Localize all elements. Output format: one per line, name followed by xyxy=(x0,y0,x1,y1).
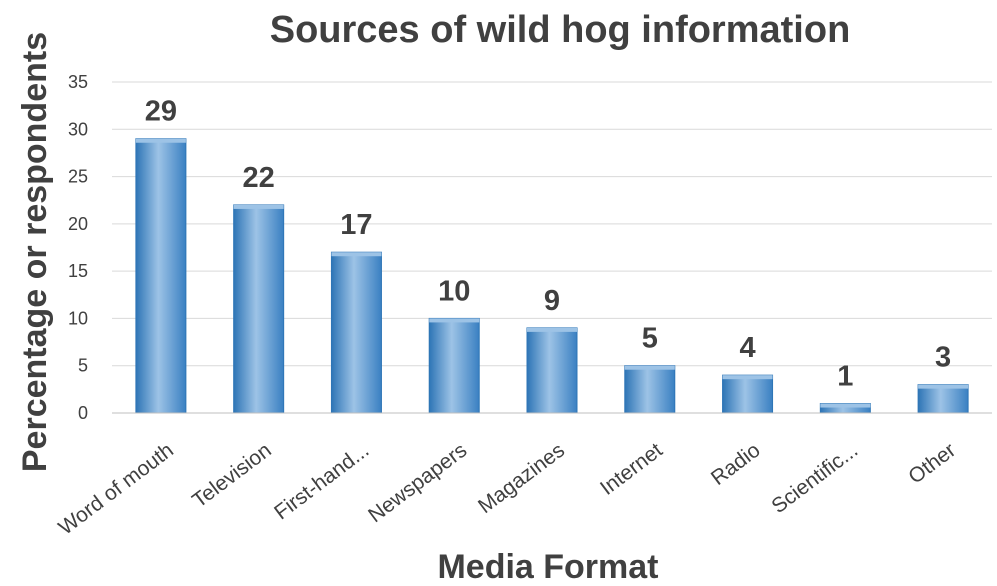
data-label: 29 xyxy=(145,96,177,128)
bar-top-bevel xyxy=(429,318,480,323)
chart-title: Sources of wild hog information xyxy=(270,9,851,51)
bar-top-bevel xyxy=(820,403,871,408)
bar xyxy=(428,317,480,414)
bar-top-bevel xyxy=(624,365,675,370)
x-category-label: Magazines xyxy=(474,439,569,518)
y-axis-title: Percentage or respondents xyxy=(16,32,54,472)
x-axis-categories: Word of mouth TelevisionFirst-hand...News… xyxy=(54,439,960,540)
bar-top-bevel xyxy=(135,138,186,143)
bar-top-bevel xyxy=(527,327,577,332)
bar-top-bevel xyxy=(233,204,284,209)
y-tick-label: 25 xyxy=(68,167,88,187)
bar xyxy=(722,374,774,414)
bar xyxy=(526,327,578,414)
y-tick-label: 10 xyxy=(68,308,88,328)
x-category-label: Other xyxy=(904,439,960,489)
data-label: 3 xyxy=(935,342,951,374)
data-label: 17 xyxy=(340,209,372,241)
x-category-label: Scientific... xyxy=(767,439,862,518)
bars xyxy=(135,138,969,414)
y-axis-ticks: 0 5 10 15 20 25 30 35 xyxy=(68,72,88,423)
x-category-label: Word of mouth xyxy=(54,439,178,540)
data-label: 4 xyxy=(739,332,755,364)
data-labels: 29 22 17 10 9 5 4 1 3 xyxy=(145,96,951,393)
bar xyxy=(917,384,969,414)
bar xyxy=(135,138,187,414)
x-category-label: Radio xyxy=(707,439,765,490)
x-category-label: Internet xyxy=(596,439,667,500)
bar-top-bevel xyxy=(331,252,382,257)
y-tick-label: 30 xyxy=(68,119,88,139)
x-category-label: Television xyxy=(188,439,275,513)
bar xyxy=(624,365,676,414)
y-tick-label: 15 xyxy=(68,261,88,281)
data-label: 5 xyxy=(642,323,658,355)
y-tick-label: 0 xyxy=(78,403,88,423)
bar xyxy=(330,251,382,414)
data-label: 10 xyxy=(438,275,470,307)
y-tick-label: 35 xyxy=(68,72,88,92)
y-tick-label: 5 xyxy=(78,356,88,376)
x-category-label: Newspapers xyxy=(364,439,471,528)
data-label: 1 xyxy=(837,361,853,393)
x-axis-title: Media Format xyxy=(437,548,658,586)
bar-top-bevel xyxy=(918,384,969,389)
x-category-label: First-hand... xyxy=(270,439,373,525)
data-label: 9 xyxy=(544,285,560,317)
bar xyxy=(233,204,285,414)
bar-top-bevel xyxy=(722,375,773,380)
y-tick-label: 20 xyxy=(68,214,88,234)
data-label: 22 xyxy=(243,162,275,194)
